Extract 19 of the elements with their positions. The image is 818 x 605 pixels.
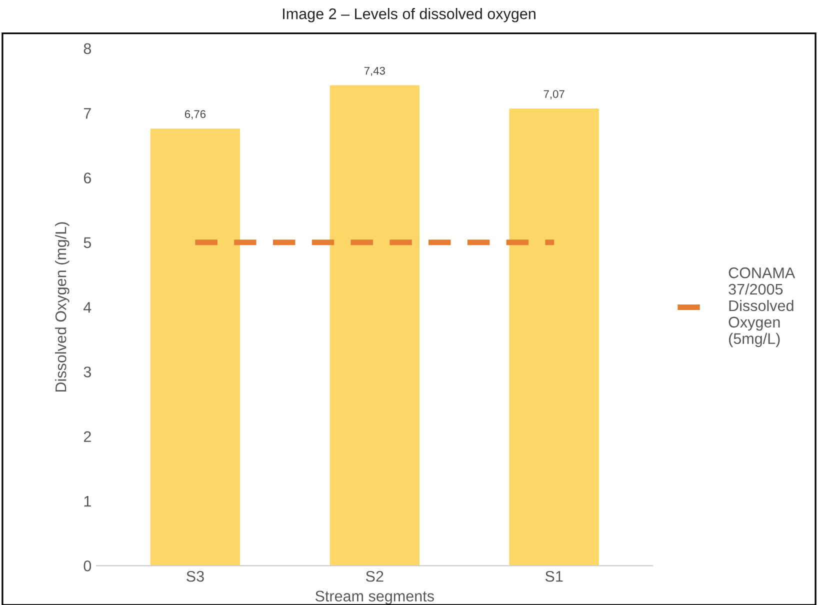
x-tick-label: S2: [366, 570, 384, 582]
y-tick-label: 8: [84, 43, 91, 54]
chart-title: Image 2 – Levels of dissolved oxygen: [283, 8, 536, 22]
y-tick-label: 3: [84, 366, 91, 378]
data-label: 7,43: [364, 66, 385, 76]
legend-label: CONAMA 37/2005 Dissolved Oxygen (5mg/L): [728, 267, 796, 348]
data-label: 6,76: [184, 110, 206, 120]
y-tick-label: 7: [84, 108, 91, 119]
y-tick-label: 5: [84, 237, 92, 248]
x-axis-title: Stream segments: [315, 590, 434, 605]
y-tick-label: 1: [84, 496, 91, 507]
data-label: 7,07: [544, 90, 564, 100]
y-tick-label: 4: [84, 302, 92, 313]
y-axis-title: Dissolved Oxygen (mg/L): [55, 222, 70, 392]
x-tick-label: S1: [545, 570, 563, 582]
y-tick-label: 0: [84, 560, 92, 572]
y-tick-label: 6: [84, 172, 91, 184]
y-tick-label: 2: [84, 431, 91, 442]
x-tick-label: S3: [186, 570, 204, 582]
